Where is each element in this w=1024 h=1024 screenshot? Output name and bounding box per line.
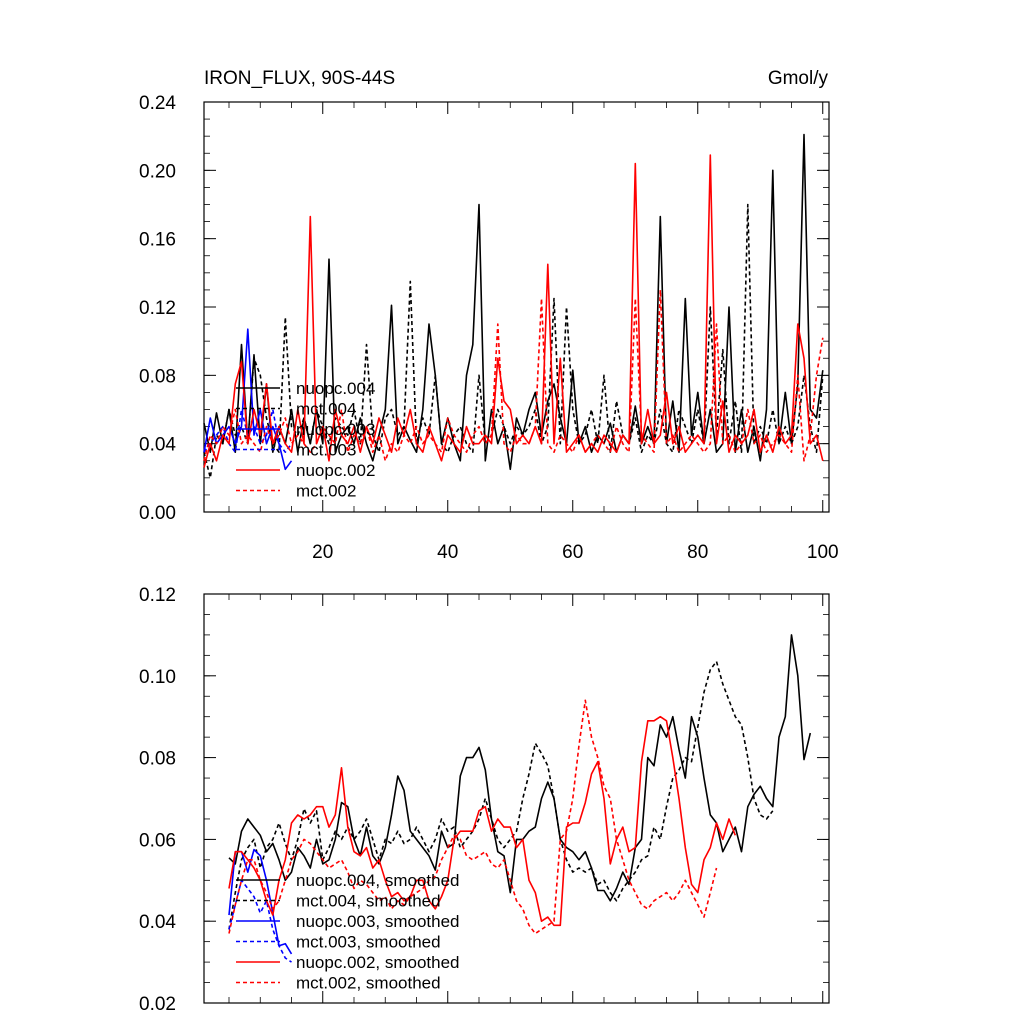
top-panel: 0.00 0.04 0.08 0.12 0.16 0.20 0.24 20 40 60 80 100 n… bbox=[139, 93, 839, 563]
y-tick-label: 0.12 bbox=[139, 585, 176, 606]
series-line-mct-002 bbox=[203, 289, 824, 462]
legend-label: mct.002 bbox=[296, 482, 356, 501]
legend-label: mct.004 bbox=[296, 400, 356, 419]
chart-title: IRON_FLUX, 90S-44S bbox=[204, 68, 395, 89]
series-line-nuopc-002 bbox=[203, 154, 824, 468]
y-tick-label: 0.24 bbox=[139, 93, 176, 114]
legend-label: nuopc.003 bbox=[296, 420, 375, 439]
y-tick-label: 0.08 bbox=[139, 366, 176, 387]
y-tick-label: 0.20 bbox=[139, 161, 176, 182]
legend-label: mct.002, smoothed bbox=[296, 974, 441, 993]
series-line-mct-003-smoothed bbox=[228, 879, 292, 963]
series-line-mct-002-smoothed bbox=[228, 699, 718, 935]
x-tick-label: 40 bbox=[437, 542, 458, 563]
legend-label: nuopc.004 bbox=[296, 379, 375, 398]
legend-label: nuopc.002, smoothed bbox=[296, 953, 460, 972]
series-line-mct-004 bbox=[203, 203, 824, 479]
y-tick-label: 0.12 bbox=[139, 298, 176, 319]
chart-units: Gmol/y bbox=[768, 68, 829, 89]
bottom-panel: 0.02 0.04 0.06 0.08 0.10 0.12 nuopc.004, smoot… bbox=[139, 585, 830, 1015]
y-tick-label: 0.04 bbox=[139, 912, 176, 933]
y-tick-label: 0.00 bbox=[139, 503, 176, 524]
y-tick-label: 0.16 bbox=[139, 230, 176, 251]
x-tick-label: 20 bbox=[312, 542, 333, 563]
series-line-nuopc-002-smoothed bbox=[228, 715, 737, 927]
y-tick-label: 0.04 bbox=[139, 435, 176, 456]
legend-label: mct.004, smoothed bbox=[296, 892, 441, 911]
y-tick-label: 0.10 bbox=[139, 667, 176, 688]
legend-label: mct.003 bbox=[296, 441, 356, 460]
series-line-nuopc-004-smoothed bbox=[228, 634, 812, 902]
series-line-mct-004-smoothed bbox=[228, 660, 774, 930]
legend-label: nuopc.002 bbox=[296, 461, 375, 480]
y-tick-label: 0.08 bbox=[139, 749, 176, 770]
series-line-nuopc-003 bbox=[203, 328, 293, 471]
y-tick-label: 0.06 bbox=[139, 830, 176, 851]
x-tick-label: 80 bbox=[687, 542, 708, 563]
legend-label: nuopc.003, smoothed bbox=[296, 912, 460, 931]
x-tick-label: 100 bbox=[807, 542, 839, 563]
y-tick-label: 0.02 bbox=[139, 994, 176, 1015]
x-tick-label: 60 bbox=[562, 542, 583, 563]
legend-label: mct.003, smoothed bbox=[296, 933, 441, 952]
legend-label: nuopc.004, smoothed bbox=[296, 871, 460, 890]
